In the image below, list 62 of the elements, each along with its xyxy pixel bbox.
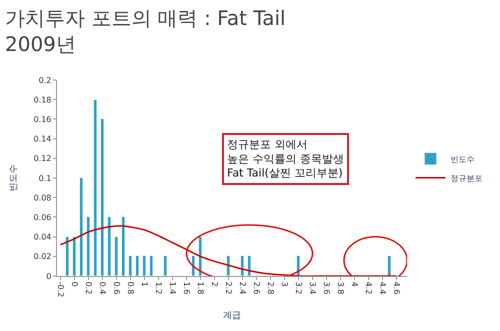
y-tick-label: 0.08 [34,193,52,202]
bar [114,236,118,276]
y-tick-label: 0.2 [38,76,52,85]
x-tick-label: 3 [280,282,289,287]
y-tick-label: 0.02 [34,252,52,262]
bar [100,118,104,276]
y-tick-label: 0 [46,272,52,281]
legend-label: 빈도수 [450,154,474,164]
bar [164,256,167,276]
x-tick-label: 4.2 [364,282,373,294]
x-tick-label: 0.2 [84,282,93,294]
annotation: 정규분포 외에서 높은 수익률의 종목발생 Fat Tail(살찐 꼬리부분) [227,138,344,180]
y-axis-title: 빈도수 [8,164,19,192]
legend-label: 정규분포 [450,174,482,183]
bar [240,256,244,276]
y-tick-label: 0.06 [34,213,52,222]
x-tick-label: 2.6 [252,282,261,294]
bar [226,256,230,276]
bar [150,256,153,276]
x-tick-label: 3.2 [294,282,303,294]
bar [66,236,69,276]
bar [108,216,111,276]
y-tick-label: 0.12 [34,154,52,164]
x-tick-label: 2.8 [266,282,275,294]
x-tick-label: 0.4 [98,282,107,294]
y-tick-label: 0.16 [34,115,52,124]
y-tick-label: 0.04 [34,232,52,242]
y-tick-label: 0.14 [34,134,52,144]
x-tick-label: 2.4 [238,282,247,294]
x-tick-label: 1.8 [196,282,205,294]
x-tick-label: 0 [70,282,79,287]
x-tick-label: 1.4 [168,282,177,294]
x-tick-label: 1 [140,282,149,287]
bar [198,236,202,276]
bar [142,256,146,276]
y-tick-label: 0.1 [38,174,52,183]
x-tick-label: 1.6 [182,282,191,294]
x-axis-title: 계급 [223,311,241,322]
x-tick-label: 1.2 [154,282,163,294]
bar [80,178,83,276]
bar [136,256,139,276]
bar [122,216,125,276]
x-tick-label: 0.8 [126,282,135,294]
x-tick-label: 3.8 [336,282,345,294]
chart-title: 가치투자 포트의 매력 : Fat Tail 2009년 [5,6,286,56]
x-tick-label: 3.6 [322,282,331,294]
bar [128,256,132,276]
bar [72,236,76,276]
y-tick-label: 0.18 [34,95,52,104]
x-tick-label: 2.2 [224,282,233,294]
bar [86,216,90,276]
x-tick-label: 4.6 [392,282,401,294]
x-tick-label: 4.4 [378,282,387,294]
x-tick-label: 0.6 [112,282,121,294]
x-tick-label: 3.4 [308,282,317,294]
bar [388,256,391,276]
x-tick-label: 2 [210,282,219,287]
bar [94,100,97,276]
x-tick-label: 4 [350,282,359,287]
line-series [60,225,398,276]
x-tick-label: -0.2 [56,282,65,298]
bar [248,256,251,276]
